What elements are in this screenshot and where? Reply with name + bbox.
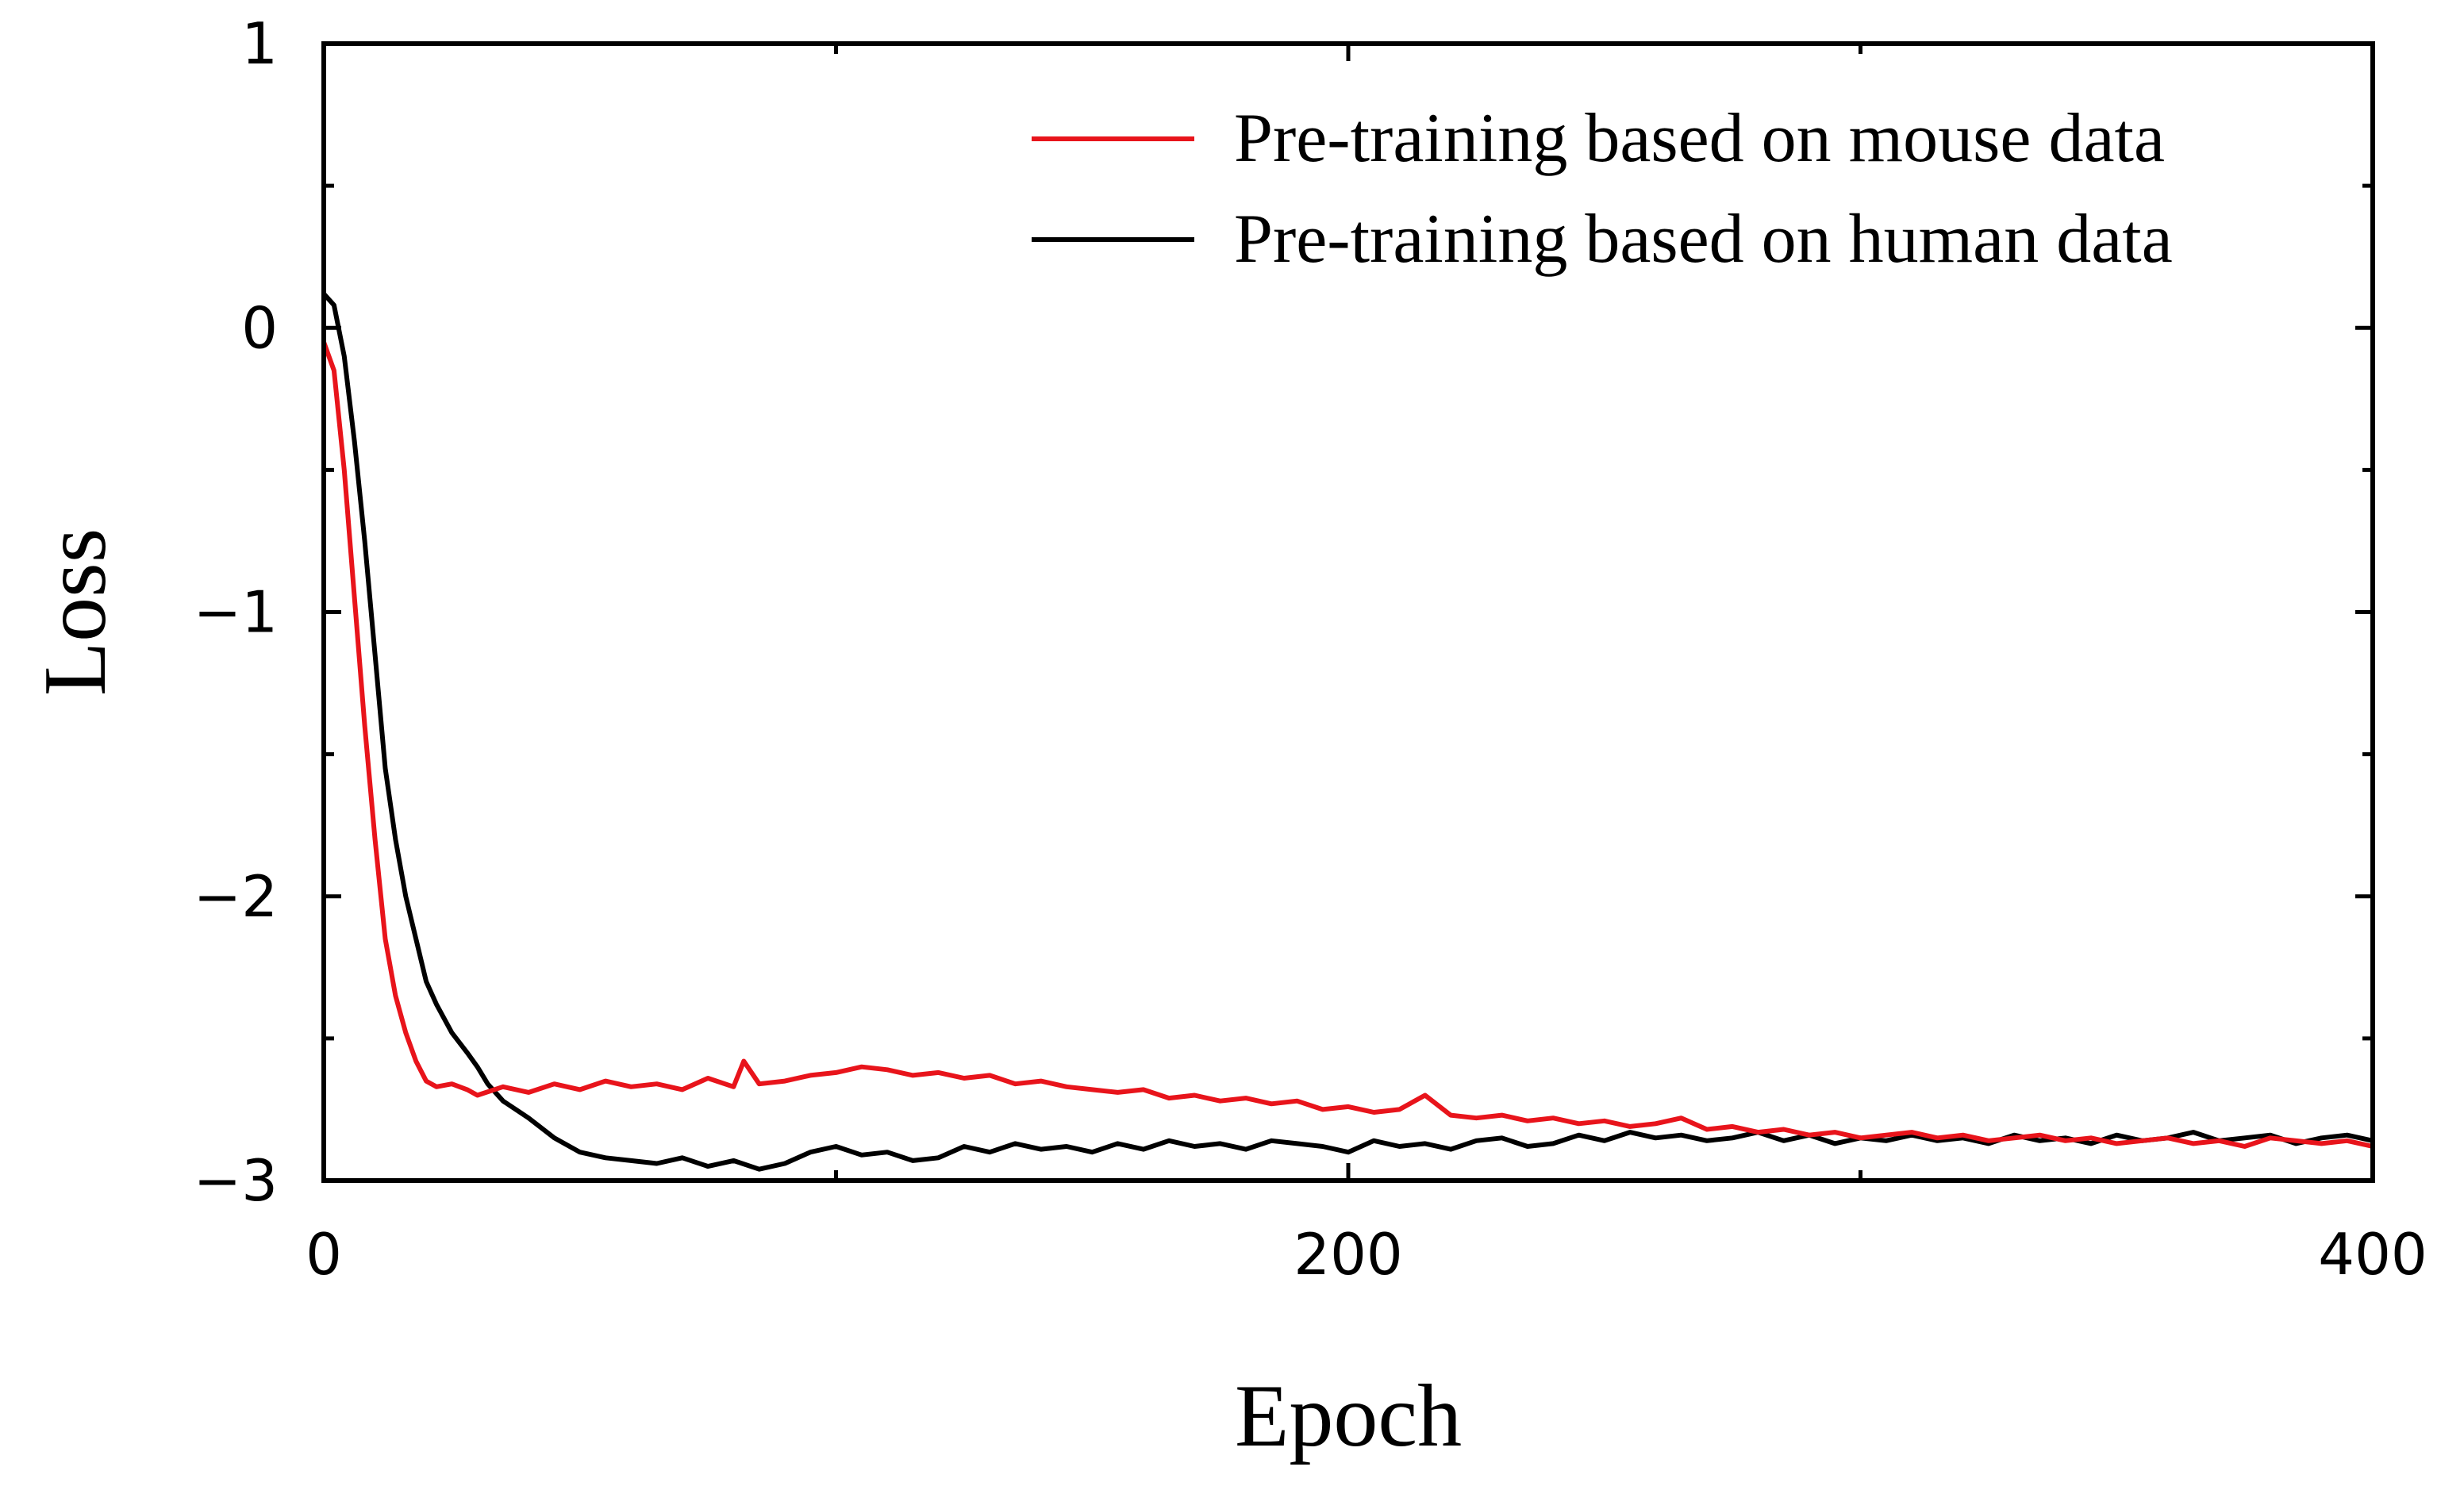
y-tick-labels: 1 0 −1 −2 −3 (194, 10, 278, 1214)
plot-frame (321, 41, 2375, 1183)
y-tick-label: −3 (194, 1147, 278, 1214)
y-tick-label: 0 (241, 294, 278, 361)
y-axis-title: Loss (26, 528, 125, 697)
legend-label-mouse: Pre-training based on mouse data (1234, 100, 2165, 177)
x-axis-title: Epoch (1235, 1367, 1462, 1465)
series-layer (321, 291, 2375, 1172)
x-tick-label: 400 (2318, 1221, 2427, 1288)
legend-label-human: Pre-training based on human data (1234, 201, 2173, 278)
x-tick-label: 200 (1294, 1221, 1402, 1288)
x-tick-labels: 0 200 400 (306, 1221, 2427, 1288)
y-tick-label: 1 (241, 10, 278, 77)
x-tick-label: 0 (306, 1221, 342, 1288)
y-tick-label: −2 (194, 863, 278, 930)
y-tick-label: −1 (194, 579, 278, 646)
legend: Pre-training based on mouse data Pre-tra… (1032, 100, 2173, 278)
series-line (321, 340, 2375, 1149)
